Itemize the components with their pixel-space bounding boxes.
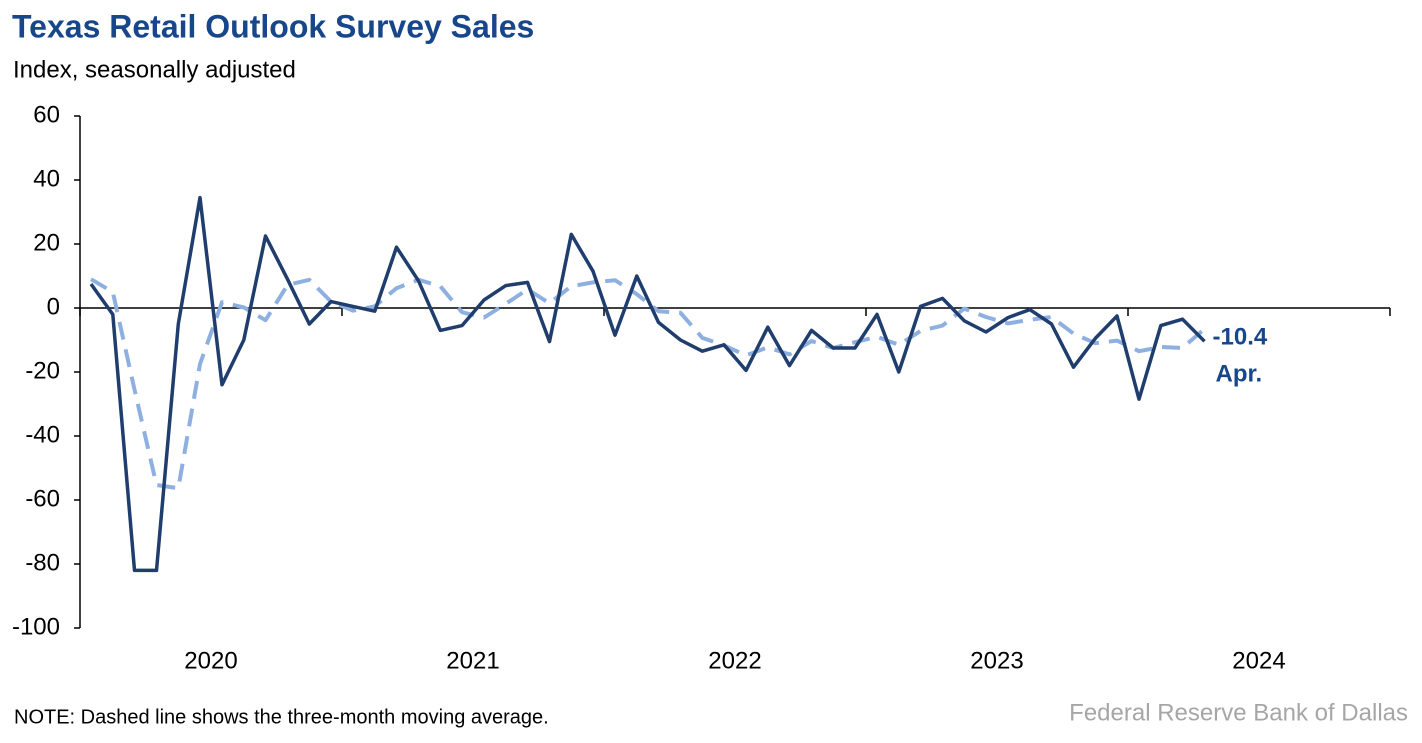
y-tick-label: 0 [47,293,60,320]
annotation: Apr. [1216,361,1263,388]
x-tick-label: 2020 [184,647,237,674]
data-label: -10.4 [1213,324,1268,351]
y-tick-label: -20 [25,357,60,384]
y-tick-label: -100 [12,613,60,640]
y-tick-label: -60 [25,485,60,512]
sales-line [89,195,1206,573]
y-tick-label: 60 [33,101,60,128]
y-tick-label: -80 [25,549,60,576]
note: NOTE: Dashed line shows the three-month … [14,706,549,728]
source: Federal Reserve Bank of Dallas [1069,699,1408,726]
x-tick-label: 2024 [1232,647,1285,674]
x-tick-label: 2023 [970,647,1023,674]
moving-average-line [89,277,1206,491]
y-tick-label: 20 [33,229,60,256]
chart-subtitle: Index, seasonally adjusted [13,56,296,83]
chart-title: Texas Retail Outlook Survey Sales [12,8,534,44]
x-tick-label: 2022 [708,647,761,674]
y-tick-label: -40 [25,421,60,448]
y-tick-label: 40 [33,165,60,192]
x-tick-label: 2021 [446,647,499,674]
